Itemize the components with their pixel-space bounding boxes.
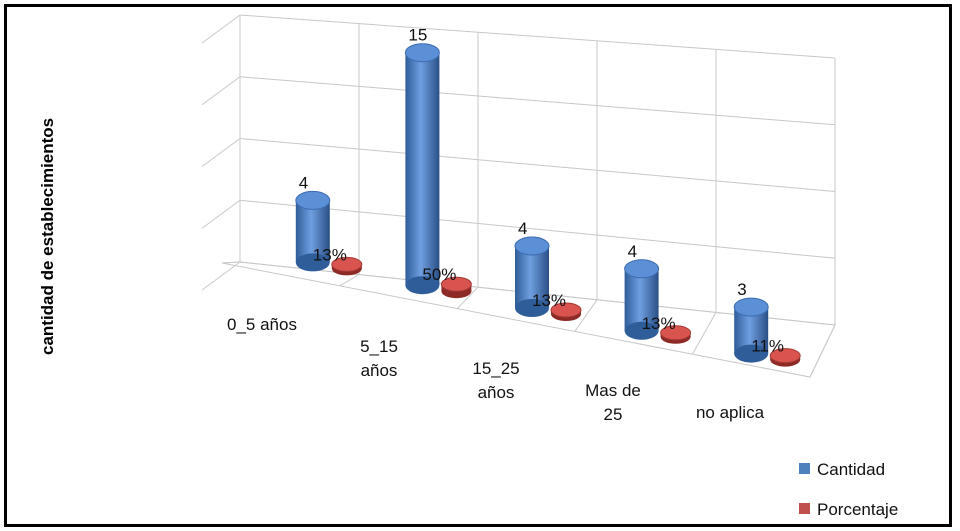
cantidad-bar-body: [405, 52, 440, 286]
cantidad-data-label: 4: [518, 219, 527, 238]
porcentaje-bar-top: [769, 348, 801, 364]
cantidad-bar-base: [515, 299, 549, 317]
porcentaje-data-label: 13%: [532, 291, 566, 310]
porcentaje-data-label: 11%: [751, 337, 784, 356]
cantidad-bar-top: [514, 236, 550, 256]
category-tick-label: años: [361, 361, 398, 380]
gridline-back: [239, 76, 836, 126]
cantidad-bar-body: [624, 268, 659, 331]
chart-bars: [295, 43, 801, 367]
category-tick-label: 25: [604, 405, 623, 424]
legend-swatch-cantidad: [799, 463, 810, 474]
cantidad-bar-body: [295, 200, 330, 263]
gridline-back: [239, 199, 836, 259]
gridline-side: [201, 138, 241, 167]
cantidad-bar-top: [404, 43, 440, 63]
porcentaje-data-label: 13%: [642, 314, 676, 333]
cantidad-bar-base: [295, 253, 330, 272]
gridline-side: [201, 14, 241, 44]
gridline-back: [239, 138, 836, 192]
cantidad-data-label: 15: [408, 26, 427, 45]
gridline-side: [201, 261, 241, 291]
cantidad-data-label: 4: [299, 173, 308, 192]
cantidad-data-label: 3: [737, 280, 746, 299]
category-tick-label: 0_5 años: [227, 315, 297, 334]
cantidad-bar-top: [295, 190, 331, 210]
category-tick-label: Mas de: [585, 381, 641, 400]
cantidad-bar-base: [734, 344, 769, 363]
porcentaje-bar-top: [660, 325, 692, 341]
porcentaje-data-label: 13%: [313, 245, 347, 264]
porcentaje-data-label: 50%: [422, 265, 456, 284]
gridline-floor: [456, 286, 479, 309]
cantidad-bar-top: [624, 259, 660, 279]
gridline-floor: [691, 312, 717, 355]
porcentaje-bar-top: [331, 256, 363, 272]
legend-swatch-porcentaje: [799, 503, 810, 514]
gridline-floor: [339, 274, 360, 287]
category-tick-label: años: [478, 383, 515, 402]
y-axis-label: cantidad de establecimientos: [38, 118, 57, 355]
legend-label-cantidad: Cantidad: [817, 460, 885, 479]
category-tick-label: no aplica: [696, 403, 765, 422]
gridline-side: [201, 76, 241, 106]
gridline-side: [201, 199, 241, 229]
cantidad-bar-base: [624, 321, 659, 340]
chart-legend: Cantidad Porcentaje: [799, 460, 898, 519]
gridline-floor: [809, 324, 836, 378]
category-tick-label: 15_25: [472, 359, 519, 378]
legend-label-porcentaje: Porcentaje: [817, 500, 898, 519]
gridline-floor: [574, 299, 598, 332]
cantidad-bar-base: [405, 276, 440, 295]
porcentaje-bar-top: [440, 276, 472, 292]
category-tick-label: 5_15: [360, 337, 398, 356]
chart-labels: 4 13% 0_5 años 15 50% 5_15 años 4 13% 15_25 años 4 1…: [227, 26, 784, 424]
porcentaje-bar-top: [550, 302, 582, 318]
gridline-back: [239, 14, 836, 59]
cantidad-data-label: 4: [628, 242, 637, 261]
cantidad-bar-top: [733, 297, 769, 317]
cantidad-bar-body: [515, 246, 549, 308]
gridline-floor: [221, 261, 241, 264]
